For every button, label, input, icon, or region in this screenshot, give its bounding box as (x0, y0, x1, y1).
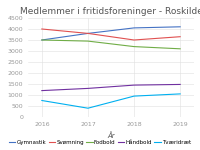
Fodbold (179, 48, 181, 50)
Fodbold (41, 39, 43, 41)
Gymnastik (41, 39, 43, 41)
Svømning (87, 33, 89, 34)
Håndbold (179, 84, 181, 85)
Line: Gymnastik: Gymnastik (42, 27, 180, 40)
Fodbold (87, 40, 89, 42)
Tværidræt (179, 93, 181, 95)
X-axis label: År: År (107, 132, 115, 139)
Gymnastik (87, 33, 89, 34)
Line: Fodbold: Fodbold (42, 40, 180, 49)
Line: Håndbold: Håndbold (42, 84, 180, 91)
Tværidræt (41, 100, 43, 101)
Line: Svømning: Svømning (42, 29, 180, 40)
Håndbold (133, 84, 135, 86)
Svømning (179, 36, 181, 38)
Line: Tværidræt: Tværidræt (42, 94, 180, 108)
Legend: Gymnastik, Svømning, Fodbold, Håndbold, Tværidræt: Gymnastik, Svømning, Fodbold, Håndbold, … (7, 138, 193, 147)
Tværidræt (133, 95, 135, 97)
Tværidræt (87, 107, 89, 109)
Gymnastik (133, 27, 135, 29)
Svømning (133, 39, 135, 41)
Fodbold (133, 46, 135, 48)
Svømning (41, 28, 43, 30)
Håndbold (87, 87, 89, 89)
Gymnastik (179, 26, 181, 28)
Håndbold (41, 90, 43, 92)
Title: Medlemmer i fritidsforeninger - Roskilde: Medlemmer i fritidsforeninger - Roskilde (20, 7, 200, 16)
